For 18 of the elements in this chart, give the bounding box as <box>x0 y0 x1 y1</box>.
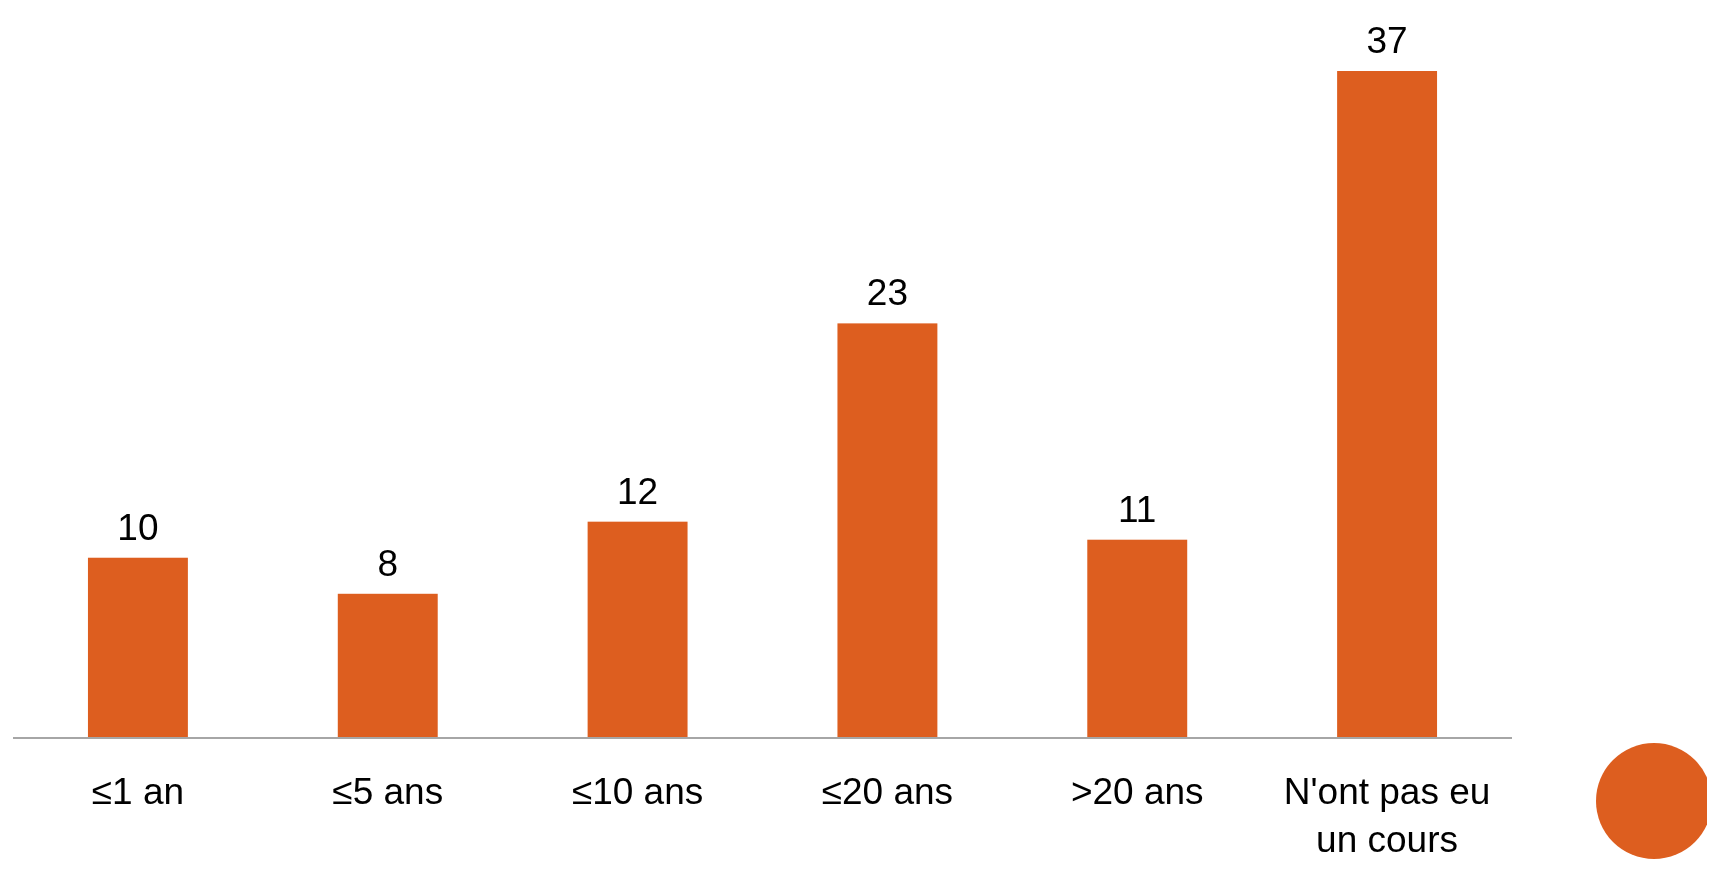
x-tick-label: >20 ans <box>1070 771 1204 812</box>
x-tick-label: ≤20 ans <box>821 771 954 812</box>
bar <box>1337 71 1438 738</box>
x-tick-label: ≤1 an <box>91 771 185 812</box>
x-tick-label: ≤5 ans <box>332 771 444 812</box>
data-label: 23 <box>866 272 908 314</box>
data-label: 37 <box>1366 20 1408 61</box>
bar <box>337 593 438 738</box>
x-tick-label: N'ont pas eu un cours <box>1283 771 1491 860</box>
bar <box>1087 539 1188 738</box>
data-label: 10 <box>117 506 159 548</box>
bar <box>837 323 938 738</box>
x-tick-label: ≤10 ans <box>571 771 704 812</box>
data-label: 8 <box>377 542 399 584</box>
bar <box>87 557 188 738</box>
bar <box>587 521 688 738</box>
data-label: 11 <box>1118 488 1157 530</box>
data-label: 12 <box>617 470 659 512</box>
